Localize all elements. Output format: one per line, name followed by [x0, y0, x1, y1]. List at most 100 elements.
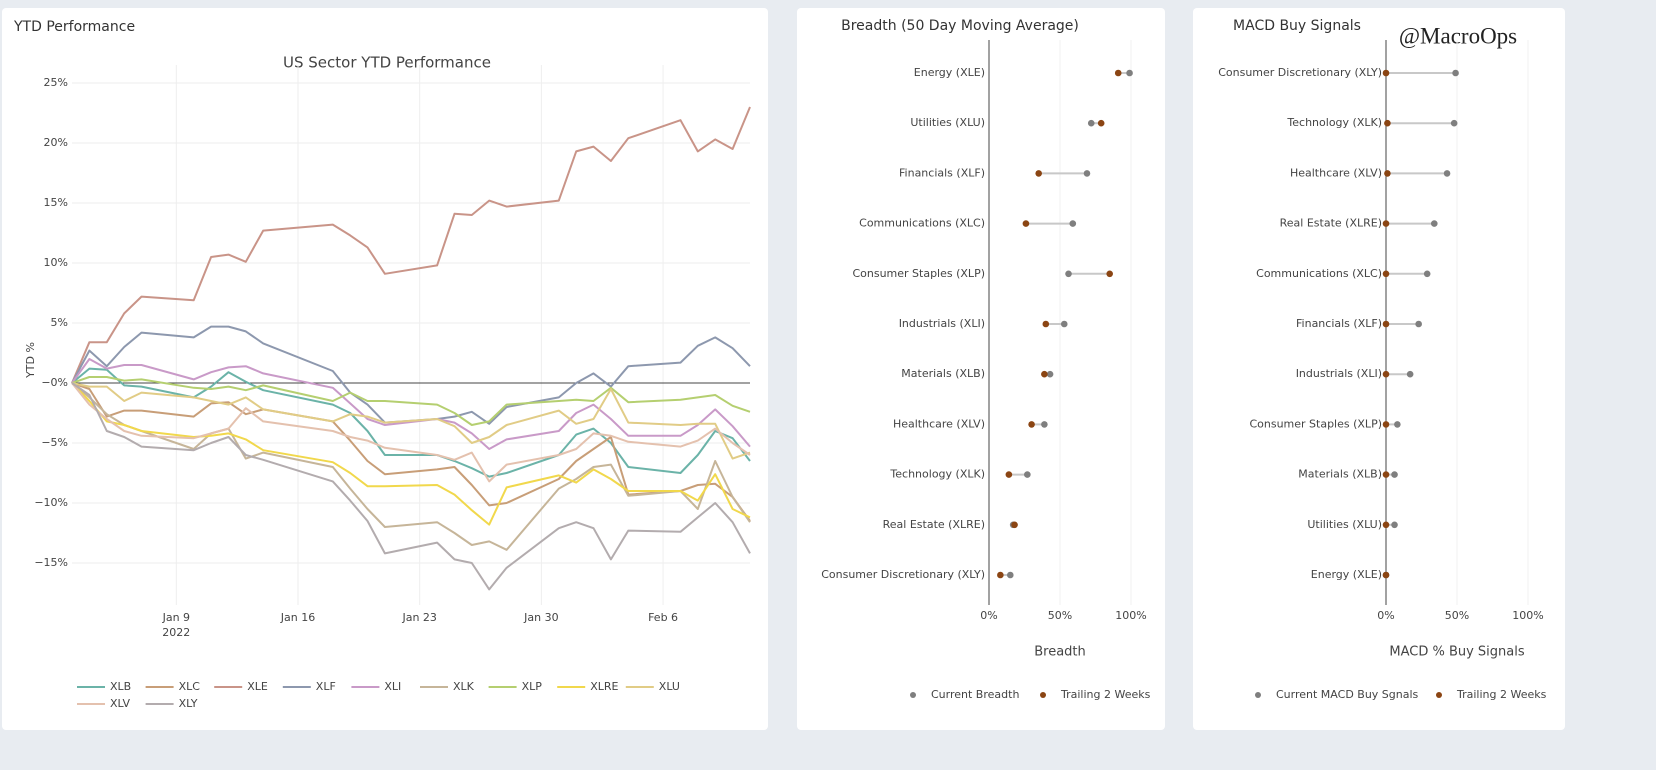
dot — [997, 571, 1004, 579]
series-line — [71, 382, 751, 460]
legend-label: XLK — [453, 680, 475, 693]
y-axis-label: YTD % — [24, 342, 37, 379]
legend-label: XLU — [659, 680, 680, 693]
dot — [1382, 220, 1390, 227]
series-line — [71, 382, 751, 526]
dot — [1450, 119, 1458, 127]
legend-label: Trailing 2 Weeks — [1060, 688, 1151, 701]
category-label: Financials (XLF) — [899, 166, 985, 179]
dot — [1382, 69, 1390, 77]
y-tick-label: −10% — [34, 496, 68, 509]
dot — [1384, 119, 1391, 127]
legend-label: XLV — [110, 697, 130, 710]
dot — [1382, 320, 1390, 328]
x-tick-label: Jan 16 — [280, 611, 315, 624]
dot — [1035, 170, 1042, 177]
x-tick-label: Feb 6 — [648, 611, 678, 624]
dot — [1382, 421, 1390, 428]
dot — [1087, 119, 1095, 127]
dot — [1097, 119, 1105, 127]
category-label: Technology (XLK) — [1286, 116, 1382, 129]
x-tick-label: 50% — [1445, 609, 1469, 622]
chart-title: MACD Buy Signals — [1233, 18, 1361, 34]
dot — [1114, 69, 1122, 77]
legend-label: Current Breadth — [931, 688, 1019, 701]
dot — [1430, 220, 1438, 227]
y-tick-label: −5% — [41, 436, 68, 449]
dot — [1028, 421, 1035, 428]
dot — [1452, 69, 1459, 77]
legend-label: Current MACD Buy Sgnals — [1276, 688, 1419, 701]
legend-label: XLRE — [590, 680, 618, 693]
series-line — [71, 382, 751, 551]
category-label: Communications (XLC) — [859, 217, 985, 230]
category-label: Energy (XLE) — [914, 66, 985, 79]
dot — [1060, 320, 1068, 328]
x-tick-label: Jan 23 — [401, 611, 436, 624]
category-label: Financials (XLF) — [1296, 317, 1382, 330]
dot — [1041, 421, 1048, 428]
panel — [1193, 8, 1565, 730]
dot — [1423, 270, 1431, 278]
panel — [797, 8, 1165, 730]
x-tick-label: 100% — [1115, 609, 1146, 622]
x-tick-label: 50% — [1048, 609, 1072, 622]
dot — [1406, 370, 1414, 378]
dot — [1005, 471, 1013, 478]
dot — [1382, 521, 1390, 529]
y-tick-label: 25% — [44, 76, 68, 89]
dot — [1415, 320, 1422, 328]
dot — [1391, 471, 1398, 478]
panel — [2, 8, 768, 730]
category-label: Industrials (XLI) — [899, 317, 985, 330]
dot — [1041, 370, 1048, 378]
dot — [1083, 170, 1091, 177]
category-label: Consumer Discretionary (XLY) — [1218, 66, 1382, 79]
category-label: Communications (XLC) — [1256, 267, 1382, 280]
watermark: @MacroOps — [1399, 23, 1517, 48]
category-label: Consumer Staples (XLP) — [852, 267, 985, 280]
series-line — [71, 106, 751, 384]
category-label: Energy (XLE) — [1311, 568, 1382, 581]
dot — [1011, 521, 1018, 529]
dot — [1382, 270, 1390, 278]
dot — [1382, 571, 1390, 579]
legend-marker — [1255, 692, 1261, 698]
dot — [1382, 370, 1390, 378]
dot — [1007, 571, 1014, 579]
category-label: Healthcare (XLV) — [893, 417, 985, 430]
dot — [1065, 270, 1072, 278]
x-tick-label: 100% — [1512, 609, 1543, 622]
category-label: Utilities (XLU) — [910, 116, 985, 129]
y-tick-label: 15% — [44, 196, 68, 209]
category-label: Real Estate (XLRE) — [883, 518, 985, 531]
category-label: Utilities (XLU) — [1307, 518, 1382, 531]
dot — [1443, 170, 1451, 177]
legend-marker — [1436, 692, 1442, 698]
category-label: Industrials (XLI) — [1296, 367, 1382, 380]
category-label: Technology (XLK) — [889, 468, 985, 481]
legend-label: XLC — [179, 680, 201, 693]
legend-label: XLE — [247, 680, 268, 693]
y-tick-label: 10% — [44, 256, 68, 269]
legend-label: XLY — [179, 697, 198, 710]
legend-label: XLP — [522, 680, 543, 693]
dot — [1394, 421, 1401, 428]
x-axis-label: MACD % Buy Signals — [1389, 645, 1525, 660]
legend-marker — [910, 692, 916, 698]
x-tick-label: 0% — [1377, 609, 1394, 622]
legend-marker — [1040, 692, 1046, 698]
legend-label: XLI — [384, 680, 401, 693]
chart-title: US Sector YTD Performance — [283, 54, 491, 72]
category-label: Materials (XLB) — [901, 367, 985, 380]
dot — [1384, 170, 1391, 177]
y-tick-label: −15% — [34, 556, 68, 569]
y-tick-label: 20% — [44, 136, 68, 149]
x-tick-label: 0% — [980, 609, 997, 622]
legend-label: Trailing 2 Weeks — [1456, 688, 1547, 701]
y-tick-label: −0% — [41, 376, 68, 389]
dot — [1042, 320, 1050, 328]
category-label: Real Estate (XLRE) — [1280, 217, 1382, 230]
